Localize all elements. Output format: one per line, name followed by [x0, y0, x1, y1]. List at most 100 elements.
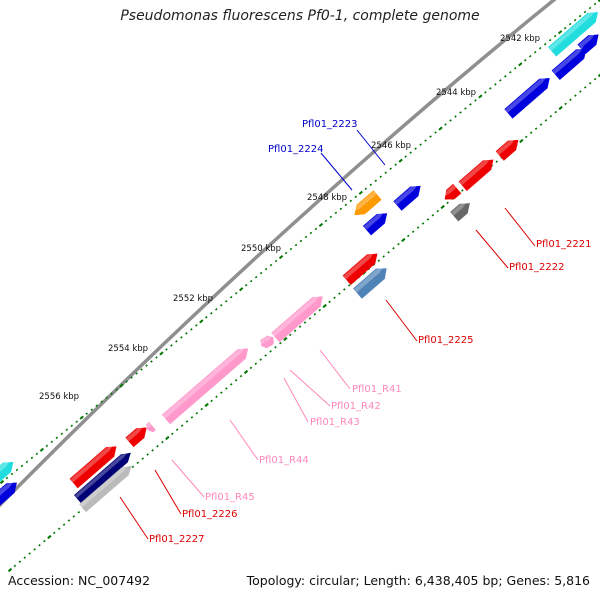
minor-tick: [131, 465, 135, 469]
leader-line-pfl01-2223: [356, 129, 386, 166]
minor-tick: [151, 449, 154, 452]
major-tick: [401, 237, 406, 243]
outer-tick-track: [0, 0, 600, 485]
minor-tick: [539, 123, 543, 126]
minor-tick: [389, 167, 392, 170]
minor-tick: [394, 163, 397, 166]
minor-tick: [274, 345, 277, 349]
minor-tick: [67, 519, 71, 522]
gene-blue-gene-left-body: [0, 482, 17, 507]
minor-tick: [411, 230, 415, 234]
minor-tick: [347, 284, 351, 287]
gene-pfl01-2222-body: [450, 203, 470, 222]
minor-tick: [484, 91, 487, 94]
accession-text: Accession: NC_007492: [8, 573, 151, 588]
minor-tick: [431, 213, 435, 217]
gene-pfl01-r44: [161, 346, 249, 425]
minor-tick: [509, 71, 512, 74]
kbp-label: 2542 kbp: [500, 34, 540, 44]
gene-cyan-gene-top-highlight: [548, 9, 596, 51]
gene-pfl01-r41: [271, 294, 323, 343]
minor-tick: [65, 428, 69, 432]
minor-tick: [382, 255, 385, 258]
gene-label-pfl01-r41: Pfl01_R41: [352, 384, 402, 395]
minor-tick: [264, 354, 267, 357]
minor-tick: [279, 341, 282, 345]
minor-tick: [298, 325, 302, 328]
gene-label-pfl01-2224: Pfl01_2224: [268, 144, 324, 155]
minor-tick: [224, 299, 228, 303]
gene-cyan-gene-left-highlight: [0, 459, 11, 477]
gene-blue-gene-top-3-highlight: [505, 75, 548, 113]
minor-tick: [225, 387, 228, 390]
leader-line-pfl01-r43: [283, 377, 309, 423]
minor-tick: [549, 114, 553, 118]
minor-tick: [344, 203, 348, 207]
minor-tick: [15, 468, 19, 472]
minor-tick: [446, 201, 449, 205]
minor-tick: [434, 131, 437, 134]
minor-tick: [568, 22, 572, 26]
minor-tick: [583, 86, 587, 89]
minor-tick: [583, 10, 587, 14]
red-gene-near-2225-highlight: [343, 251, 375, 280]
gene-label-pfl01-r45: Pfl01_R45: [205, 492, 255, 503]
minor-tick: [105, 396, 108, 399]
gene-blue-gene-mid: [362, 210, 388, 236]
leader-line-pfl01-2224: [320, 152, 353, 191]
major-tick: [283, 336, 288, 342]
minor-tick: [554, 110, 558, 114]
minor-tick: [264, 267, 268, 271]
minor-tick: [13, 564, 17, 568]
minor-tick: [529, 131, 533, 135]
minor-tick: [489, 87, 492, 90]
gene-blue-gene-mid-body: [362, 213, 388, 236]
minor-tick: [387, 251, 390, 254]
minor-tick: [563, 26, 567, 30]
minor-tick: [23, 556, 27, 559]
gene-label-pfl01-r43: Pfl01_R43: [310, 417, 360, 428]
gene-pfl01-2227-highlight: [74, 450, 129, 499]
minor-tick: [349, 199, 353, 203]
gene-blue-gene-top-1-highlight: [578, 32, 597, 49]
minor-tick: [175, 340, 178, 343]
minor-tick: [578, 14, 582, 18]
minor-tick: [219, 304, 223, 307]
gene-label-pfl01-r42: Pfl01_R42: [331, 401, 381, 412]
minor-tick: [523, 58, 527, 62]
gene-blue-gene-top-2: [551, 46, 587, 80]
major-tick: [159, 351, 164, 356]
gene-pfl01-2227: [73, 450, 131, 504]
minor-tick: [384, 171, 387, 174]
minor-tick: [95, 404, 98, 407]
gene-pfl01-r45-highlight: [145, 422, 152, 428]
minor-tick: [210, 312, 213, 315]
minor-tick: [38, 543, 41, 547]
gene-cyan-gene-left-body: [0, 461, 14, 483]
gene-cyan-gene-top: [548, 9, 598, 57]
minor-tick: [85, 412, 88, 415]
major-tick: [478, 94, 483, 99]
gene-label-pfl01-2222: Pfl01_2222: [509, 262, 565, 273]
minor-tick: [210, 399, 213, 403]
gene-blue-gene-top-2-highlight: [552, 46, 584, 75]
minor-tick: [436, 209, 440, 213]
topology-text: Topology: circular; Length: 6,438,405 bp…: [246, 573, 590, 588]
minor-tick: [459, 111, 462, 114]
minor-tick: [90, 408, 93, 411]
minor-tick: [294, 243, 298, 247]
gene-label-pfl01-2223: Pfl01_2223: [302, 119, 358, 130]
minor-tick: [329, 215, 333, 219]
minor-tick: [334, 211, 338, 215]
leader-line-pfl01-2222: [475, 229, 509, 269]
minor-tick: [533, 50, 537, 54]
leader-line-pfl01-2225: [385, 299, 418, 342]
gene-label-pfl01-2227: Pfl01_2227: [149, 534, 205, 545]
minor-tick: [392, 246, 395, 250]
minor-tick: [379, 175, 383, 178]
gene-red-gene-1-highlight: [496, 137, 516, 155]
minor-tick: [293, 329, 297, 333]
leader-line-pfl01-r44: [229, 419, 259, 461]
minor-tick: [165, 348, 168, 351]
gene-lightgray-gene: [79, 463, 132, 513]
